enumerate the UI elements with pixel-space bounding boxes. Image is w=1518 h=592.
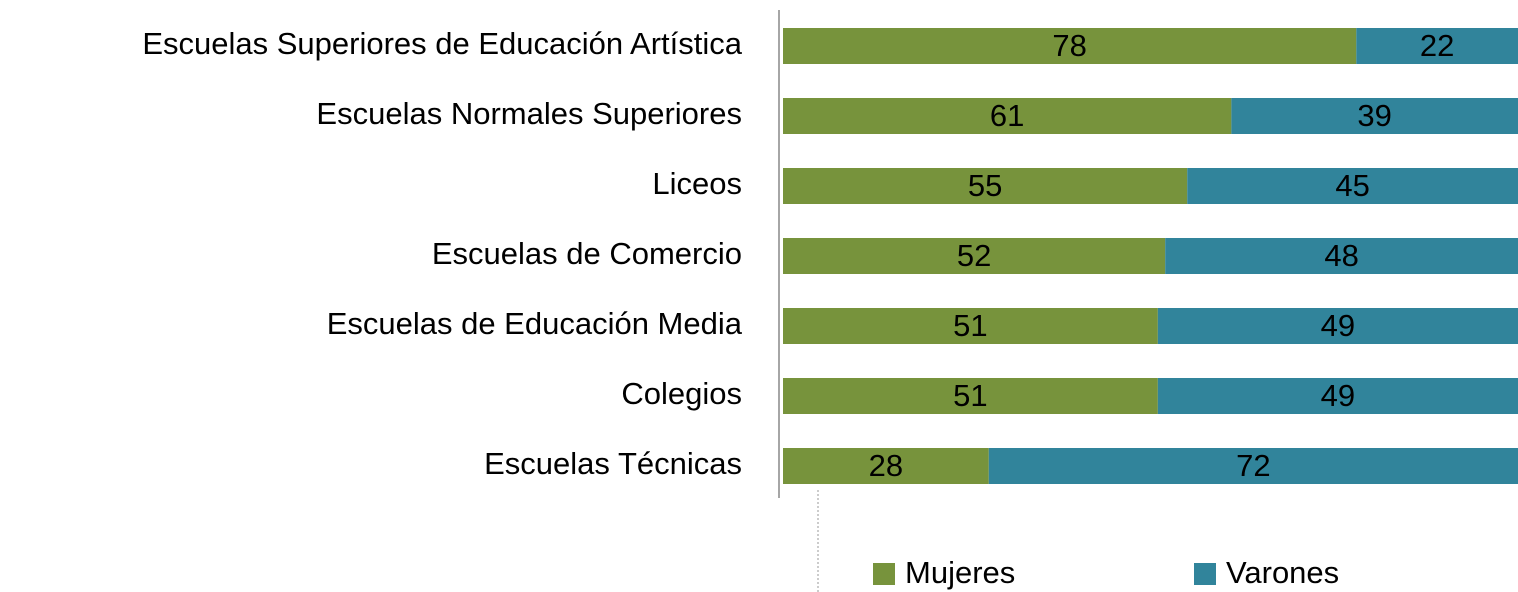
bar-segment xyxy=(783,448,989,484)
bar-segment xyxy=(1187,168,1518,204)
data-label: 39 xyxy=(1357,98,1391,133)
bar-segment xyxy=(1157,378,1518,414)
bar-segment xyxy=(1356,28,1518,64)
bar-segment xyxy=(1165,238,1518,274)
legend-label: Mujeres xyxy=(905,555,1015,590)
bar-segment xyxy=(783,168,1188,204)
data-label: 78 xyxy=(1052,28,1086,63)
category-label: Escuelas Técnicas xyxy=(484,446,742,481)
data-label: 22 xyxy=(1420,28,1454,63)
legend-swatch xyxy=(1194,563,1216,585)
data-label: 49 xyxy=(1321,378,1355,413)
bar-segment xyxy=(988,448,1518,484)
category-label: Escuelas Superiores de Educación Artísti… xyxy=(142,26,742,61)
category-label: Colegios xyxy=(621,376,742,411)
data-label: 49 xyxy=(1321,308,1355,343)
bar-segment xyxy=(1231,98,1518,134)
bar-segment xyxy=(783,28,1357,64)
category-label: Escuelas de Comercio xyxy=(432,236,742,271)
data-label: 45 xyxy=(1335,168,1369,203)
bar-segment xyxy=(783,378,1158,414)
legend-swatch xyxy=(873,563,895,585)
data-label: 52 xyxy=(957,238,991,273)
data-label: 55 xyxy=(968,168,1002,203)
bar-segment xyxy=(783,238,1166,274)
bar-segment xyxy=(783,98,1232,134)
legend-label: Varones xyxy=(1226,555,1339,590)
bar-segment xyxy=(783,308,1158,344)
category-label: Escuelas Normales Superiores xyxy=(316,96,742,131)
data-label: 51 xyxy=(953,308,987,343)
bar-segment xyxy=(1157,308,1518,344)
data-label: 51 xyxy=(953,378,987,413)
data-label: 48 xyxy=(1324,238,1358,273)
data-label: 61 xyxy=(990,98,1024,133)
category-label: Liceos xyxy=(652,166,742,201)
data-label: 28 xyxy=(869,448,903,483)
data-label: 72 xyxy=(1236,448,1270,483)
category-label: Escuelas de Educación Media xyxy=(327,306,743,341)
